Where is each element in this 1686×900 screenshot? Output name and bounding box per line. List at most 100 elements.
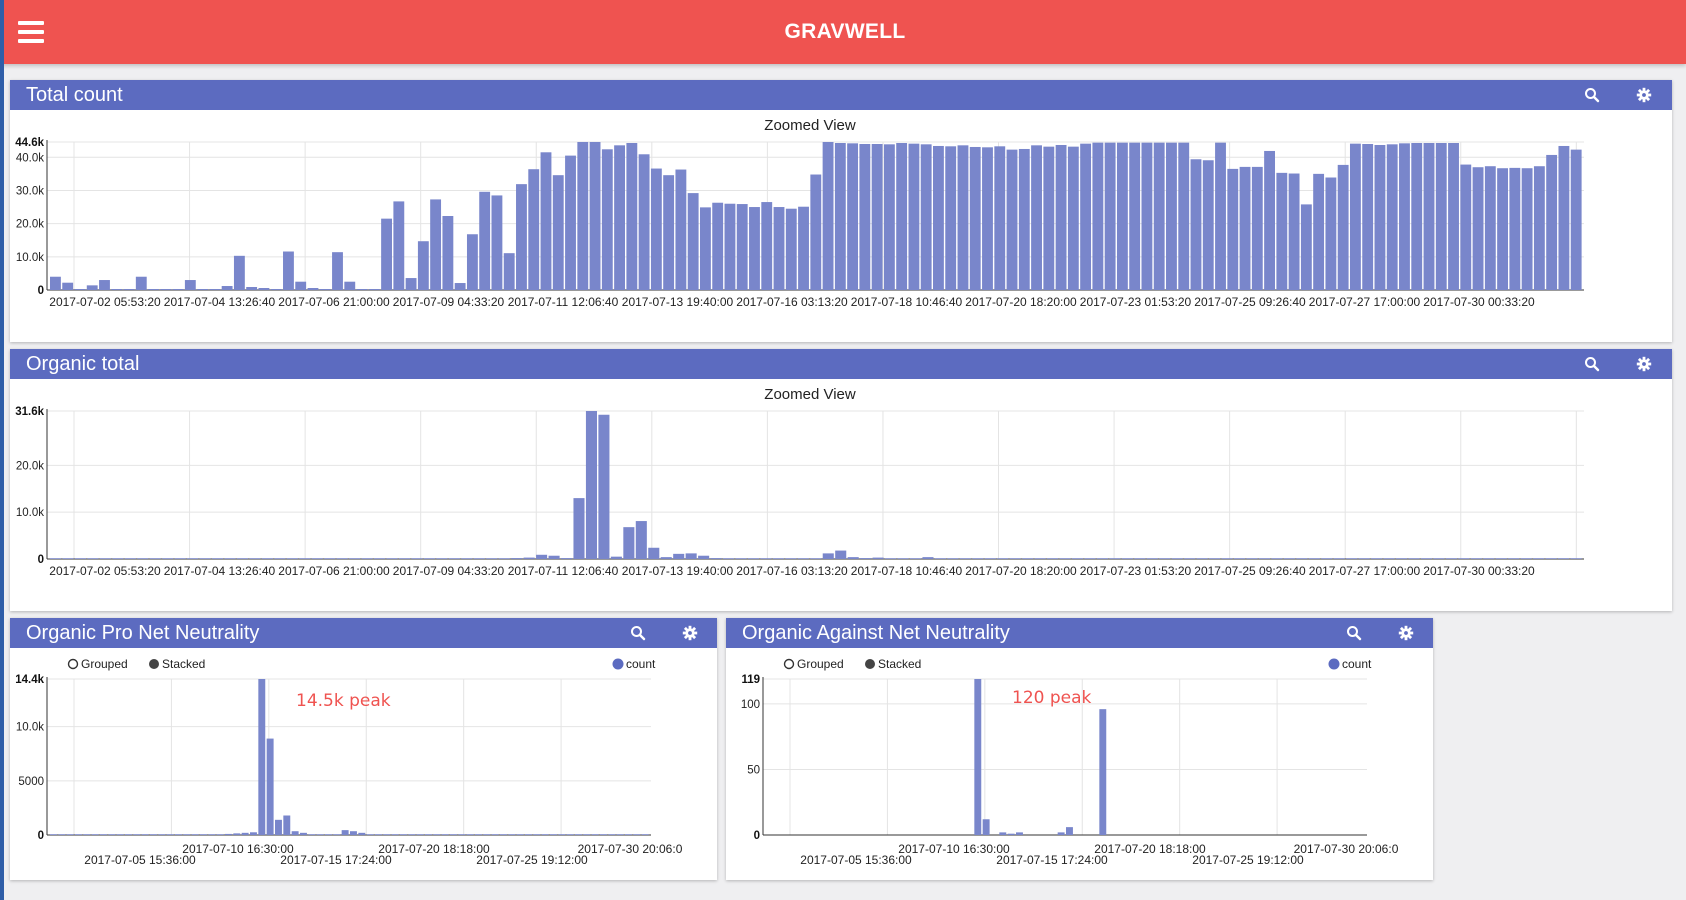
bar <box>1184 558 1196 559</box>
bar <box>1251 166 1263 290</box>
bar <box>1034 558 1046 559</box>
bar <box>922 557 934 559</box>
bar <box>333 834 341 835</box>
search-icon[interactable] <box>630 625 646 641</box>
legend-grouped-radio[interactable] <box>783 658 795 670</box>
search-icon[interactable] <box>1584 356 1600 372</box>
search-icon[interactable] <box>1584 87 1600 103</box>
search-icon[interactable] <box>1346 625 1362 641</box>
x-tick-label: 2017-07-18 10:46:40 <box>851 564 963 578</box>
legend-stacked-radio[interactable] <box>149 659 159 669</box>
gear-icon[interactable] <box>1398 625 1414 641</box>
x-tick-label: 2017-07-13 19:40:00 <box>622 564 734 578</box>
hamburger-menu-icon[interactable] <box>18 21 44 43</box>
bar <box>275 819 282 835</box>
bar <box>736 204 748 290</box>
bar <box>749 207 760 290</box>
gear-icon[interactable] <box>682 625 698 641</box>
bar <box>1484 166 1496 290</box>
bar <box>810 558 822 559</box>
peak-annotation: 120 peak <box>1012 688 1092 708</box>
bar <box>416 834 424 835</box>
bar <box>1288 173 1300 290</box>
bar <box>1209 558 1221 559</box>
bar <box>872 557 884 559</box>
bar <box>1221 558 1233 559</box>
x-tick-label: 2017-07-30 00:33:20 <box>1423 295 1535 309</box>
bar <box>1006 149 1018 290</box>
bar <box>566 834 574 835</box>
panel-header: Organic Pro Net Neutrality <box>10 618 717 648</box>
bar <box>1239 166 1251 290</box>
bar <box>835 550 847 559</box>
bar <box>1264 150 1275 290</box>
bar <box>516 834 524 835</box>
x-tick-label: 2017-07-20 18:18:00 <box>1094 842 1206 856</box>
bar <box>391 834 399 835</box>
bar <box>274 558 286 559</box>
bar <box>516 184 527 290</box>
bar <box>270 289 282 290</box>
bar <box>300 832 307 835</box>
bar <box>635 521 647 559</box>
legend-grouped-radio[interactable] <box>67 658 79 670</box>
bar <box>141 834 149 835</box>
bar <box>834 143 846 290</box>
bar <box>319 289 331 290</box>
bar <box>1007 833 1015 835</box>
panel-organic-total: Organic total Zoomed View 20.0k 10.0k 0 31.6… <box>10 349 1672 611</box>
bar <box>308 834 316 835</box>
panel-header: Organic Against Net Neutrality <box>726 618 1433 648</box>
bar <box>291 831 299 835</box>
y-tick-label: 10.0k <box>16 252 44 264</box>
bar <box>957 145 969 290</box>
bar <box>1016 832 1023 835</box>
bar <box>1448 143 1459 290</box>
bar <box>810 174 822 290</box>
bar <box>583 834 591 835</box>
bar <box>909 558 922 559</box>
bar <box>1423 143 1435 290</box>
bar <box>959 558 971 559</box>
bar <box>947 558 959 559</box>
bar <box>62 558 74 559</box>
bar <box>436 558 448 559</box>
bar <box>358 832 366 835</box>
legend-stacked-label: Stacked <box>878 657 921 671</box>
bar <box>491 195 503 290</box>
bar <box>608 834 616 835</box>
bar <box>184 280 196 290</box>
bar <box>1508 558 1520 559</box>
bar <box>442 216 454 290</box>
bar <box>600 834 607 835</box>
bar <box>99 558 111 559</box>
bar <box>87 558 99 559</box>
bar <box>972 558 984 559</box>
legend-stacked-radio[interactable] <box>865 659 875 669</box>
x-tick-label: 2017-07-30 00:33:20 <box>1423 564 1535 578</box>
x-tick-label: 2017-07-02 05:53:20 <box>49 564 161 578</box>
bar <box>1246 558 1258 559</box>
bar <box>1399 143 1410 290</box>
x-tick-label: 2017-07-16 03:13:20 <box>736 295 848 309</box>
x-tick-label: 2017-07-25 09:26:40 <box>1194 564 1306 578</box>
bar <box>859 143 871 290</box>
bar <box>1411 143 1423 290</box>
bar <box>368 289 380 290</box>
bar <box>1104 142 1116 290</box>
bar <box>166 834 174 835</box>
gear-icon[interactable] <box>1636 356 1652 372</box>
bar <box>1084 558 1096 559</box>
bar <box>295 281 307 290</box>
bar <box>349 558 361 559</box>
gear-icon[interactable] <box>1636 87 1652 103</box>
y-tick-label: 10.0k <box>16 507 44 519</box>
bar <box>344 281 356 290</box>
bar <box>1358 558 1370 559</box>
bar <box>550 834 557 835</box>
bar <box>448 558 460 559</box>
bar <box>461 558 473 559</box>
bar <box>675 169 687 290</box>
bar <box>74 289 86 290</box>
bar <box>486 558 498 559</box>
